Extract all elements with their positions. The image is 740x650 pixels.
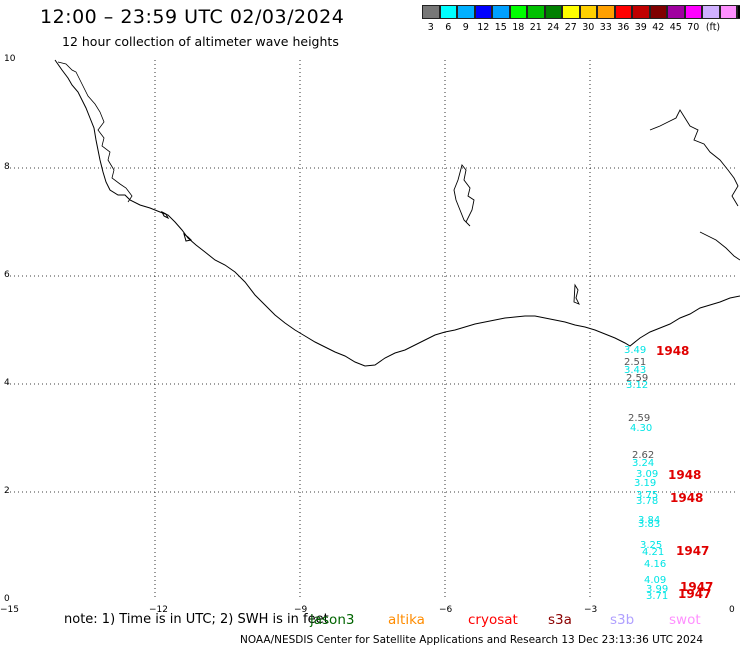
scale-swatch xyxy=(632,5,650,19)
satellite-cryosat: cryosat xyxy=(468,612,518,628)
y-tick-label: 8 xyxy=(4,162,10,172)
wave-height-value: 2.59 xyxy=(626,373,648,384)
scale-label: 39 xyxy=(634,22,647,33)
wave-height-value: 3.78 xyxy=(636,496,658,507)
scale-label: 45 xyxy=(669,22,682,33)
y-tick-label: 6 xyxy=(4,270,10,280)
satellite-s3b: s3b xyxy=(610,612,635,628)
wave-height-value: 4.21 xyxy=(642,547,664,558)
scale-label: 18 xyxy=(512,22,525,33)
altimeter-observations: 3.492.513.432.593.122.594.302.623.243.09… xyxy=(624,345,668,602)
island-south xyxy=(573,283,580,305)
scale-swatch xyxy=(492,5,510,19)
coastline xyxy=(54,59,740,367)
scale-swatch xyxy=(544,5,562,19)
scale-label: 3 xyxy=(427,22,434,33)
scale-swatch xyxy=(737,5,740,19)
x-tick-label: −12 xyxy=(149,605,168,615)
observation-time-label: 1948 xyxy=(668,468,701,482)
wave-height-value: 3.99 xyxy=(646,584,668,595)
scale-swatch xyxy=(509,5,527,19)
footer-note: note: 1) Time is in UTC; 2) SWH is in fe… xyxy=(64,612,329,627)
scale-swatch xyxy=(702,5,720,19)
axis-tick-labels: −15 −12 −9 −6 −3 0 10 8 6 4 2 0 xyxy=(0,54,735,615)
scale-label: 24 xyxy=(547,22,560,33)
wave-height-value: 3.24 xyxy=(632,458,654,469)
scale-label: 33 xyxy=(599,22,612,33)
satellite-jason3: jason3 xyxy=(310,612,355,628)
northeast-coast xyxy=(649,109,740,261)
wave-height-value: 3.43 xyxy=(624,365,646,376)
observation-time-label: 1948 xyxy=(670,491,703,505)
scale-swatch xyxy=(597,5,615,19)
lat-lon-grid xyxy=(10,60,735,600)
observation-time-label: 1947 xyxy=(676,544,709,558)
scale-label: 15 xyxy=(494,22,507,33)
scale-swatch xyxy=(527,5,545,19)
scale-swatch xyxy=(457,5,475,19)
wave-height-value: 3.49 xyxy=(624,345,646,356)
y-tick-label: 0 xyxy=(4,594,10,604)
scale-swatch xyxy=(439,5,457,19)
island-marker xyxy=(160,210,193,242)
map-title: 12:00 – 23:59 UTC 02/03/2024 xyxy=(40,6,345,28)
scale-label: 42 xyxy=(652,22,665,33)
wave-height-value: 2.51 xyxy=(624,357,646,368)
scale-label: (ft) xyxy=(705,22,721,33)
scale-swatch xyxy=(719,5,737,19)
x-tick-label: −9 xyxy=(294,605,308,615)
scale-swatch xyxy=(684,5,702,19)
x-tick-label: 0 xyxy=(729,605,735,615)
scale-label: 12 xyxy=(477,22,490,33)
scale-label: 9 xyxy=(462,22,469,33)
scale-swatch xyxy=(562,5,580,19)
wave-height-value: 3.83 xyxy=(638,519,660,530)
wave-height-value: 3.09 xyxy=(636,469,658,480)
credit-line: NOAA/NESDIS Center for Satellite Applica… xyxy=(240,634,704,646)
x-tick-label: −3 xyxy=(584,605,597,615)
wave-height-value: 4.16 xyxy=(644,559,666,570)
scale-swatch xyxy=(649,5,667,19)
x-tick-label: −15 xyxy=(0,605,19,615)
lake-outline xyxy=(453,164,475,227)
scale-label: 21 xyxy=(529,22,542,33)
scale-label: 36 xyxy=(617,22,630,33)
wave-height-value: 3.12 xyxy=(626,380,648,391)
wave-height-value: 2.62 xyxy=(632,450,654,461)
coastline-detail-west xyxy=(57,61,133,203)
wave-height-value: 3.19 xyxy=(634,478,656,489)
wave-height-value: 2.59 xyxy=(628,413,650,424)
scale-swatch xyxy=(579,5,597,19)
satellite-altika: altika xyxy=(388,612,425,628)
satellite-s3a: s3a xyxy=(548,612,572,628)
scale-label: 27 xyxy=(564,22,577,33)
wave-height-value: 4.30 xyxy=(630,423,652,434)
wave-height-value: 3.84 xyxy=(638,515,660,526)
observation-time-label: 1948 xyxy=(656,344,689,358)
wave-height-value: 3.71 xyxy=(646,591,668,602)
observation-time-label: 1947 xyxy=(678,587,711,601)
y-tick-label: 2 xyxy=(4,486,10,496)
wave-height-value: 3.75 xyxy=(636,490,658,501)
scale-label: 6 xyxy=(445,22,452,33)
satellite-swot: swot xyxy=(669,612,701,628)
scale-swatch xyxy=(474,5,492,19)
y-tick-label: 4 xyxy=(4,378,10,388)
x-tick-label: −6 xyxy=(439,605,453,615)
scale-label: 30 xyxy=(582,22,595,33)
wave-height-value: 3.25 xyxy=(640,540,662,551)
wave-height-value: 4.09 xyxy=(644,575,666,586)
wave-height-color-scale xyxy=(422,5,740,19)
observation-time-label: 1947 xyxy=(680,580,713,594)
scale-swatch xyxy=(614,5,632,19)
scale-swatch xyxy=(422,5,440,19)
map-subtitle: 12 hour collection of altimeter wave hei… xyxy=(62,34,339,49)
y-tick-label: 10 xyxy=(4,54,16,64)
scale-label: 70 xyxy=(687,22,700,33)
color-scale-labels: 3 6 9 12 15 18 21 24 27 30 33 36 39 42 45 70 (ft) xyxy=(422,22,724,33)
scale-swatch xyxy=(667,5,685,19)
